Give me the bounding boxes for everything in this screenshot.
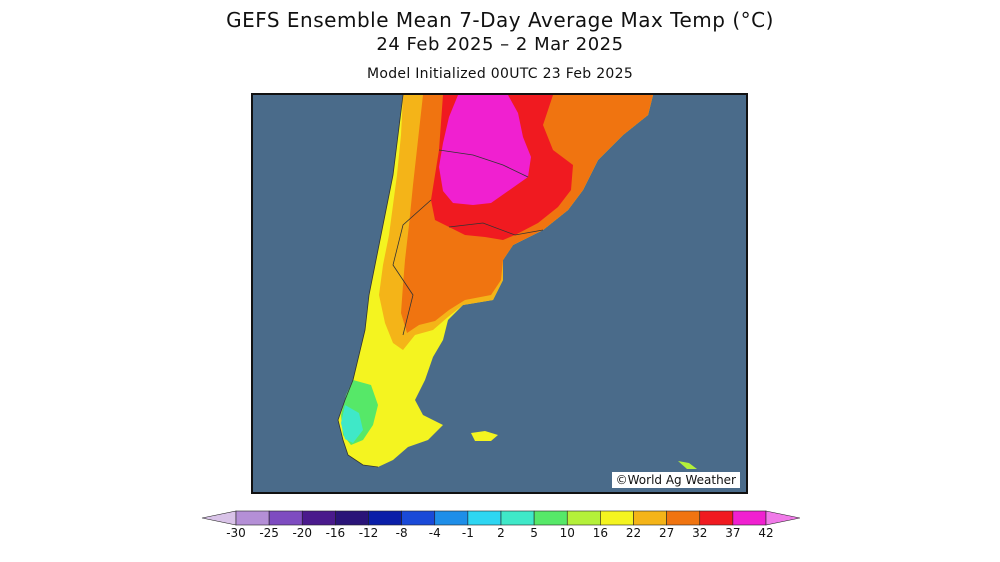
colorbar-tick-label: -12 [358, 526, 379, 540]
colorbar-ticks: -30 -25 -20 -16 -12 -8 -4 -1 2 5 10 16 22 27 32 37 42 [200, 526, 800, 544]
colorbar-segment [533, 510, 568, 526]
colorbar-segment [566, 510, 601, 526]
land-magenta [439, 95, 531, 205]
colorbar [201, 510, 800, 526]
colorbar-tick-label: -30 [226, 526, 246, 540]
colorbar-segment [268, 510, 303, 526]
colorbar-tick-label: -1 [461, 526, 474, 540]
colorbar-tick-label: 42 [758, 526, 774, 540]
colorbar-extend-low [201, 510, 237, 526]
colorbar-extend-high [765, 510, 800, 526]
temperature-map: ©World Ag Weather [251, 93, 748, 494]
colorbar-segment [732, 510, 767, 526]
model-init-label: Model Initialized 00UTC 23 Feb 2025 [366, 66, 634, 82]
colorbar-tick-label: -4 [428, 526, 441, 540]
colorbar-segment [368, 510, 402, 526]
credit-label: ©World Ag Weather [611, 472, 740, 488]
colorbar-segment [633, 510, 667, 526]
colorbar-segment [401, 510, 436, 526]
colorbar-tick-label: 32 [692, 526, 708, 540]
colorbar-tick-label: 27 [658, 526, 675, 540]
south-georgia-island [678, 461, 697, 469]
colorbar-tick-label: -25 [259, 526, 279, 540]
colorbar-tick-label: 10 [559, 526, 575, 540]
map-svg [253, 95, 746, 492]
colorbar-tick-label: -20 [292, 526, 313, 540]
colorbar-tick-label: 2 [497, 526, 505, 540]
land-south-teal [341, 405, 363, 443]
borders [337, 95, 544, 468]
colorbar-segment [235, 510, 270, 526]
map-title: GEFS Ensemble Mean 7-Day Average Max Tem… [226, 8, 774, 32]
colorbar-tick-label: -16 [325, 526, 346, 540]
colorbar-tick-label: 22 [625, 526, 642, 540]
falkland-islands [471, 431, 498, 441]
colorbar-segment [467, 510, 502, 526]
colorbar-segment [500, 510, 535, 526]
colorbar-tick-label: 37 [725, 526, 741, 540]
colorbar-segment [666, 510, 701, 526]
date-range: 24 Feb 2025 – 2 Mar 2025 [376, 34, 624, 55]
colorbar-tick-label: -8 [395, 526, 408, 540]
colorbar-tick-label: 5 [530, 526, 538, 540]
land [338, 95, 697, 469]
colorbar-segment [335, 510, 369, 526]
colorbar-segment [600, 510, 634, 526]
colorbar-segment [434, 510, 469, 526]
colorbar-segment [699, 510, 734, 526]
colorbar-tick-label: 16 [592, 526, 609, 540]
colorbar-segment [301, 510, 336, 526]
